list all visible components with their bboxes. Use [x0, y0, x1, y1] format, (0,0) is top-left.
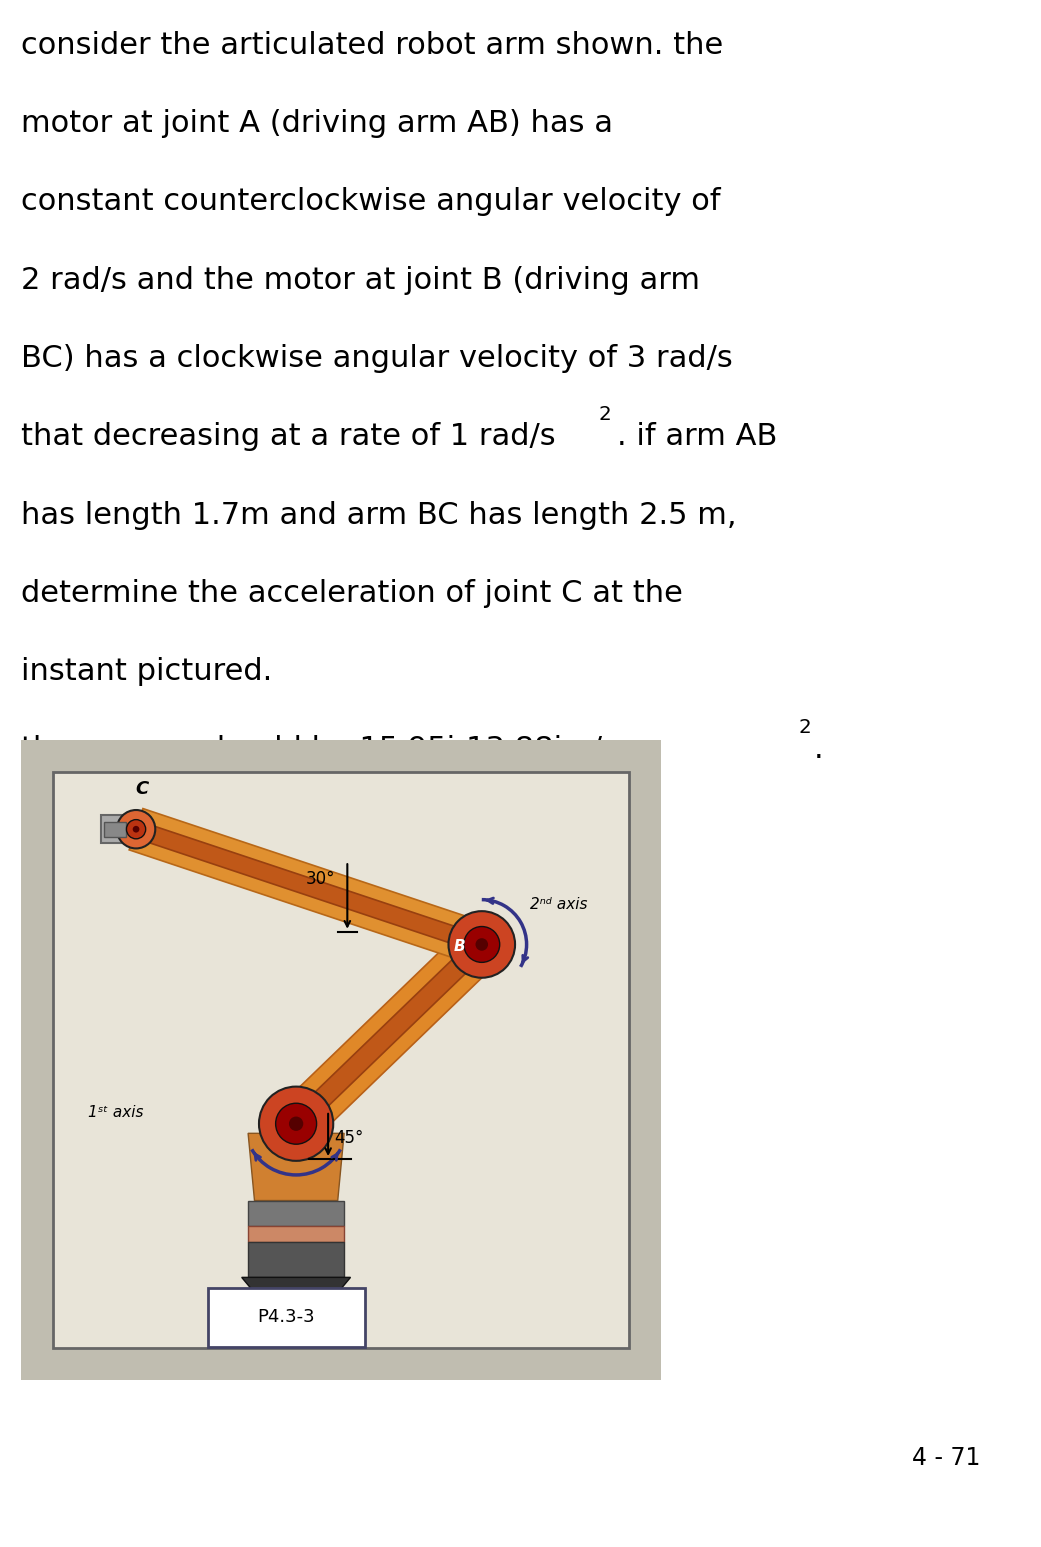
Circle shape [117, 811, 155, 848]
Text: 2ⁿᵈ axis: 2ⁿᵈ axis [530, 897, 587, 913]
Polygon shape [289, 937, 488, 1131]
Circle shape [132, 826, 139, 832]
Text: the answer should be 15.95i-13.88jm/s: the answer should be 15.95i-13.88jm/s [21, 735, 617, 764]
Text: B: B [454, 939, 465, 954]
Polygon shape [21, 739, 661, 1380]
Circle shape [126, 820, 146, 838]
Text: instant pictured.: instant pictured. [21, 657, 272, 687]
Polygon shape [242, 1278, 351, 1296]
FancyBboxPatch shape [208, 1289, 365, 1346]
Circle shape [476, 937, 488, 951]
Text: motor at joint A (driving arm AB) has a: motor at joint A (driving arm AB) has a [21, 110, 613, 138]
Text: 2: 2 [798, 718, 811, 738]
Polygon shape [104, 821, 126, 837]
Polygon shape [129, 809, 488, 965]
Text: 2 rad/s and the motor at joint B (driving arm: 2 rad/s and the motor at joint B (drivin… [21, 266, 700, 295]
Text: 1ˢᵗ axis: 1ˢᵗ axis [88, 1105, 144, 1120]
Circle shape [289, 1117, 303, 1131]
Polygon shape [248, 1200, 345, 1227]
Polygon shape [53, 772, 629, 1347]
Text: P4.3-3: P4.3-3 [258, 1309, 315, 1326]
Text: 45°: 45° [334, 1129, 364, 1146]
Text: that decreasing at a rate of 1 rad/s: that decreasing at a rate of 1 rad/s [21, 422, 556, 452]
Text: 2: 2 [599, 405, 611, 424]
Text: determine the acceleration of joint C at the: determine the acceleration of joint C at… [21, 579, 683, 608]
Polygon shape [248, 1227, 345, 1242]
Circle shape [464, 927, 500, 962]
Circle shape [276, 1103, 316, 1145]
Text: . if arm AB: . if arm AB [617, 422, 778, 452]
Polygon shape [248, 1242, 345, 1278]
Text: constant counterclockwise angular velocity of: constant counterclockwise angular veloci… [21, 187, 720, 217]
Text: .: . [813, 735, 823, 764]
Text: C: C [135, 780, 149, 798]
Polygon shape [248, 1134, 345, 1200]
Text: 30°: 30° [306, 869, 335, 888]
Polygon shape [101, 815, 130, 843]
Polygon shape [279, 927, 499, 1142]
Polygon shape [133, 821, 484, 953]
Text: BC) has a clockwise angular velocity of 3 rad/s: BC) has a clockwise angular velocity of … [21, 343, 733, 373]
Text: consider the articulated robot arm shown. the: consider the articulated robot arm shown… [21, 31, 723, 60]
Text: has length 1.7m and arm BC has length 2.5 m,: has length 1.7m and arm BC has length 2.… [21, 501, 736, 529]
Text: 4 - 71: 4 - 71 [912, 1446, 981, 1470]
Circle shape [259, 1086, 333, 1160]
Circle shape [449, 911, 515, 978]
